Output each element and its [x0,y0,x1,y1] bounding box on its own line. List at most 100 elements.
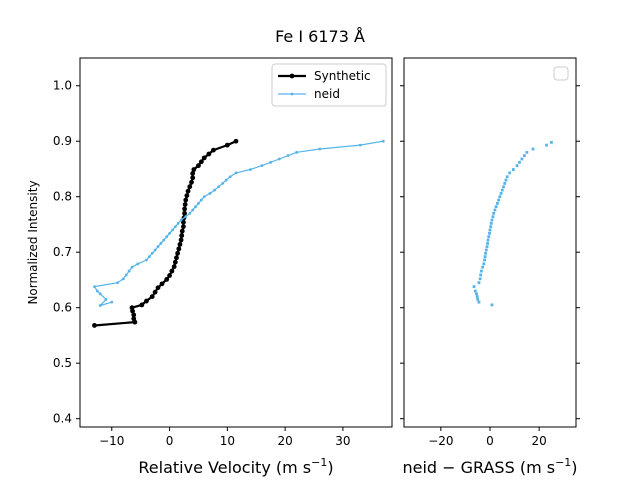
data-point [531,147,535,151]
data-point [182,210,187,216]
data-point [484,248,488,252]
x-tick-label: 30 [335,434,350,448]
data-point [131,312,137,318]
data-point [131,316,137,322]
data-point [150,251,154,255]
data-point [190,175,196,181]
data-point [182,202,188,207]
data-point [93,285,96,289]
data-point [295,150,299,154]
data-point [515,164,519,168]
data-point [286,154,290,158]
data-point [260,164,264,168]
data-point [473,289,477,293]
data-point [104,297,108,301]
data-point [479,273,483,277]
legend-label-synthetic: Synthetic [314,69,371,83]
data-point [201,155,207,161]
data-point [176,246,182,252]
data-point [149,294,155,300]
data-point [179,233,185,238]
data-point [153,248,157,252]
right-panel: −20 0 20 neid − GRASS (m s−1) [400,57,580,477]
y-tick-label: 0.7 [53,245,72,259]
data-point [545,143,548,147]
data-point [110,300,114,304]
axes-frame [79,57,393,428]
data-point [199,198,203,202]
data-point [497,198,500,202]
x-tick-label: −10 [99,434,124,448]
data-point [233,138,239,144]
data-point [483,258,486,262]
data-point [181,219,186,225]
data-point [130,265,134,269]
data-point [518,160,521,164]
data-point [488,228,492,232]
data-point [164,277,170,282]
data-point [121,277,125,281]
data-point [211,147,216,153]
data-point [124,273,128,277]
data-point [178,237,184,243]
y-tick-label: 0.9 [53,134,72,148]
data-point [208,191,212,195]
x-tick-label: 20 [532,434,547,448]
data-point [482,262,486,266]
data-point [190,171,196,176]
data-point [156,245,160,249]
data-point [155,285,161,291]
data-point [550,140,553,144]
data-point [145,258,148,262]
data-point [481,265,485,269]
data-point [493,208,497,212]
data-point [191,167,197,172]
data-point [505,175,509,179]
y-tick-label: 1.0 [53,79,72,93]
data-point [173,225,177,229]
data-point [144,298,149,304]
x-axis-label: neid − GRASS (m s−1) [402,456,577,477]
legend-marker [290,92,294,96]
y-tick-label: 0.4 [53,412,72,426]
data-point [492,211,496,215]
data-point [127,269,131,273]
data-point [129,305,135,311]
data-point [92,323,97,328]
x-tick-label: −20 [428,434,453,448]
data-point [488,231,491,235]
data-point [185,188,191,194]
data-point [475,292,478,296]
data-point [491,215,495,219]
data-point [478,277,482,281]
data-point [202,195,206,199]
data-point [485,245,489,249]
data-point [508,171,512,175]
data-point [213,188,217,192]
data-point [221,182,225,185]
chart-title: Fe I 6173 Å [275,27,365,46]
data-point [490,218,494,222]
data-point [171,264,177,270]
data-point [162,238,166,242]
data-point [165,235,169,239]
data-point [358,143,362,147]
data-point [159,281,165,287]
data-point [98,304,102,307]
x-tick-label: 20 [277,434,292,448]
data-point [168,231,171,235]
x-tick-label: 10 [220,434,235,448]
data-point [167,273,172,278]
data-point [224,178,228,182]
data-point [194,205,197,209]
legend-box-empty [553,66,569,81]
data-point [523,154,526,158]
data-point [136,262,140,266]
data-point [217,185,221,189]
data-point [490,303,494,307]
data-point [184,193,190,199]
data-point [487,235,491,239]
data-point [175,250,181,256]
data-point [495,201,499,205]
